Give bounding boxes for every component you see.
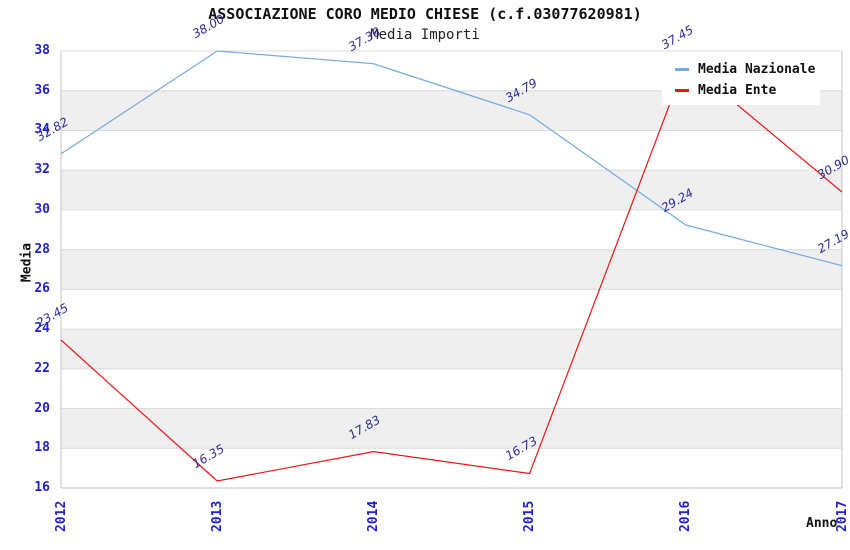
grid-band	[61, 368, 842, 409]
grid-band	[61, 329, 842, 369]
legend-label-media-ente: Media Ente	[698, 83, 777, 99]
legend-item-media-nazionale: Media Nazionale	[675, 62, 820, 77]
legend-label-media-nazionale: Media Nazionale	[698, 61, 816, 77]
chart-title: ASSOCIAZIONE CORO MEDIO CHIESE (c.f.0307…	[208, 5, 642, 23]
legend-item-media-ente: Media Ente	[675, 83, 820, 98]
grid-band	[61, 130, 842, 171]
grid-band	[61, 448, 842, 488]
chart-subtitle: Media Importi	[370, 27, 480, 43]
grid-band	[61, 289, 842, 330]
legend: Media Nazionale Media Ente	[662, 55, 820, 105]
x-axis-title: Anno	[806, 516, 838, 531]
legend-swatch-red-line-icon	[675, 89, 689, 93]
grid-band	[61, 170, 842, 210]
grid-band	[61, 249, 842, 290]
legend-swatch-blue-line-icon	[675, 67, 689, 71]
grid-band	[61, 209, 842, 250]
line-media-nazionale	[60, 50, 843, 267]
y-axis-title: Media	[19, 242, 35, 283]
grid-band	[61, 408, 842, 449]
